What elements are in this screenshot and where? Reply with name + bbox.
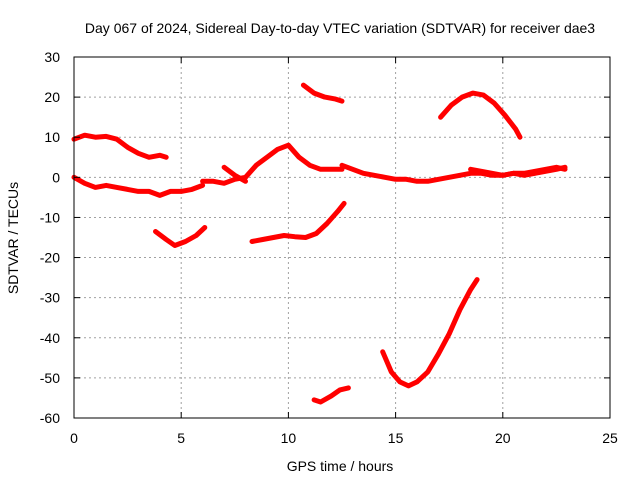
x-tick-label: 20: [495, 430, 511, 446]
series-line-arc8: [311, 385, 351, 405]
x-tick-label: 25: [602, 430, 618, 446]
y-tick-label: 0: [52, 169, 60, 185]
x-tick-label: 10: [281, 430, 297, 446]
y-tick-label: 10: [44, 129, 60, 145]
chart-title: Day 067 of 2024, Sidereal Day-to-day VTE…: [85, 20, 595, 36]
series-line-arc2: [71, 174, 206, 198]
y-tick-label: -50: [40, 370, 60, 386]
series-line-arc10: [380, 277, 480, 389]
series-line-arc4: [200, 142, 345, 186]
y-tick-label: -20: [40, 250, 60, 266]
x-tick-label: 15: [388, 430, 404, 446]
series-line-arc12: [468, 164, 568, 178]
y-tick-label: -60: [40, 410, 60, 426]
x-tick-label: 5: [177, 430, 185, 446]
y-tick-label: 30: [44, 49, 60, 65]
series-line-arc7: [300, 82, 345, 104]
plot-frame: [73, 56, 611, 419]
y-tick-label: 20: [44, 89, 60, 105]
x-axis-label: GPS time / hours: [287, 458, 394, 474]
series-line-arc5: [221, 164, 248, 184]
series-line-arc11: [438, 90, 523, 140]
axis-ticks: 0 5 10 15 20 25 30 20 10 0 -10 -20 -30 -40 -50 -60: [40, 49, 618, 446]
x-tick-label: 0: [70, 430, 78, 446]
y-tick-label: -40: [40, 330, 60, 346]
y-tick-label: -30: [40, 290, 60, 306]
series-line-arc6: [249, 200, 347, 244]
series-layer: [71, 82, 568, 405]
y-tick-label: -10: [40, 209, 60, 225]
series-line-arc1: [71, 132, 169, 160]
series-line-arc3: [153, 225, 208, 248]
y-axis-label: SDTVAR / TECUs: [5, 182, 21, 294]
